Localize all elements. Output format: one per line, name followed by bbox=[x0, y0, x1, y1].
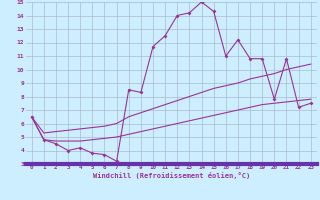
X-axis label: Windchill (Refroidissement éolien,°C): Windchill (Refroidissement éolien,°C) bbox=[92, 172, 250, 179]
